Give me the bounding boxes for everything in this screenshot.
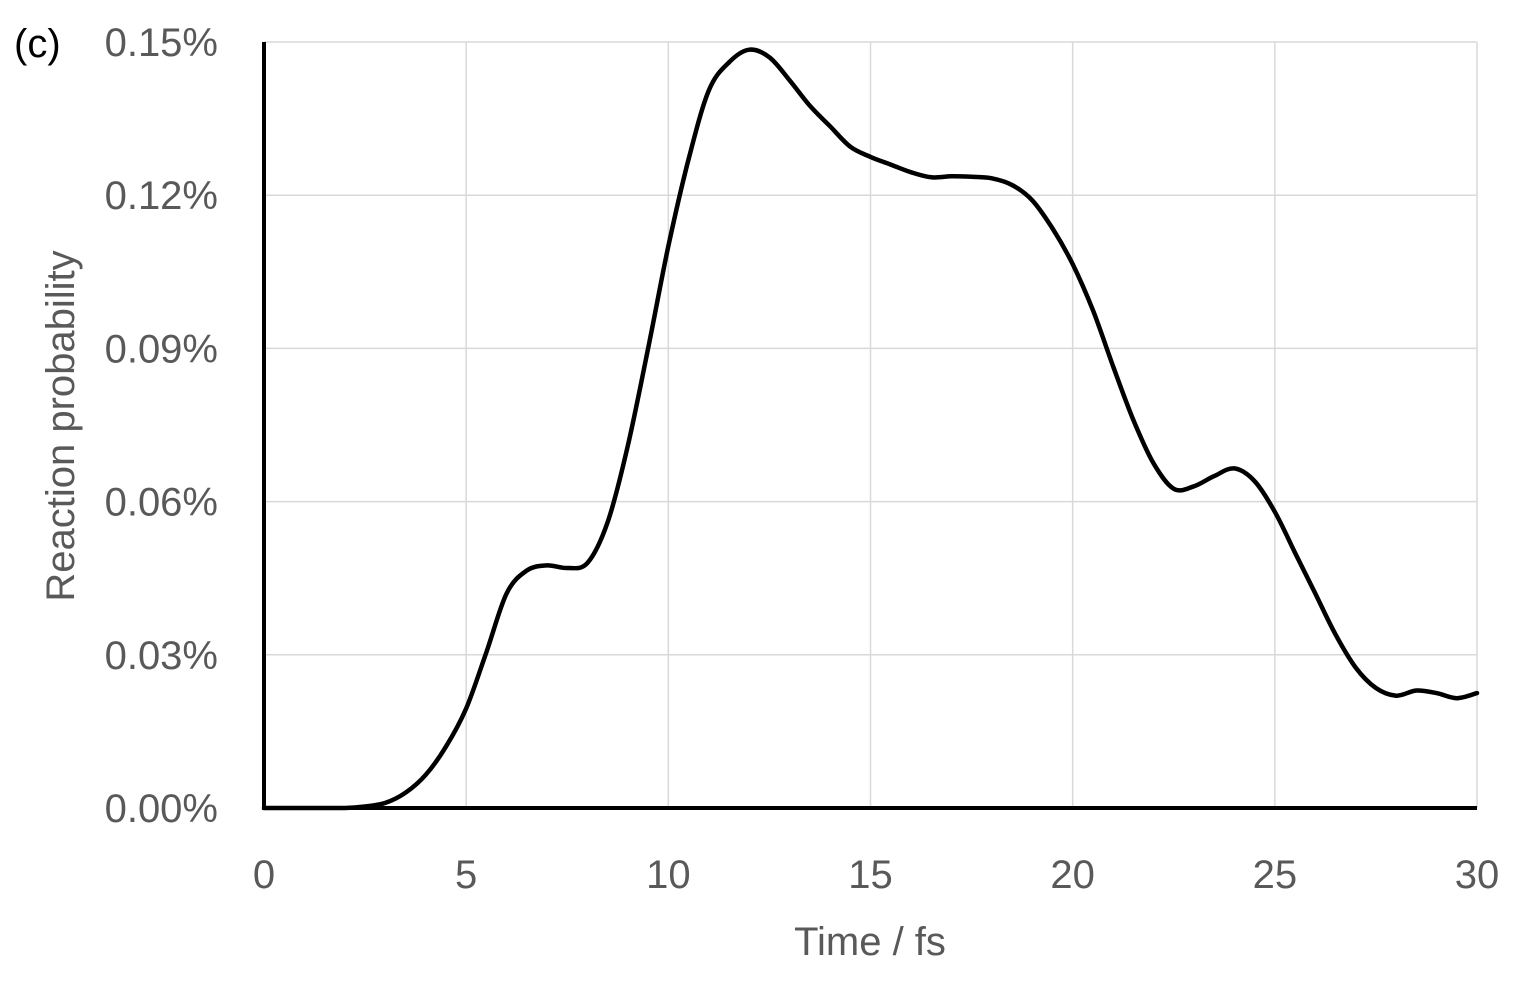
panel-label: (c) [14,22,61,66]
line-layer [261,47,1480,811]
x-tick-label: 15 [848,853,893,897]
x-tick-label: 25 [1253,853,1298,897]
grid-layer [264,41,1478,808]
x-axis-title: Time / fs [794,920,946,964]
axis-layer [262,42,1477,810]
y-tick-label: 0.12% [105,174,218,218]
x-tick-label: 30 [1455,853,1500,897]
y-axis-title: Reaction probability [39,250,83,601]
y-tick-label: 0.15% [105,21,218,65]
y-tick-label: 0.03% [105,634,218,678]
x-tick-label: 10 [646,853,691,897]
x-tick-label: 20 [1050,853,1095,897]
y-tick-label: 0.09% [105,327,218,371]
series-line [261,47,1480,811]
x-tick-label: 0 [253,853,275,897]
y-tick-label: 0.06% [105,481,218,525]
x-tick-label: 5 [455,853,477,897]
y-tick-label: 0.00% [105,787,218,831]
tick-labels: 0 5 10 15 20 25 30 0.00% 0.03% 0.06% 0.09% 0.12% 0.1… [105,21,1500,897]
